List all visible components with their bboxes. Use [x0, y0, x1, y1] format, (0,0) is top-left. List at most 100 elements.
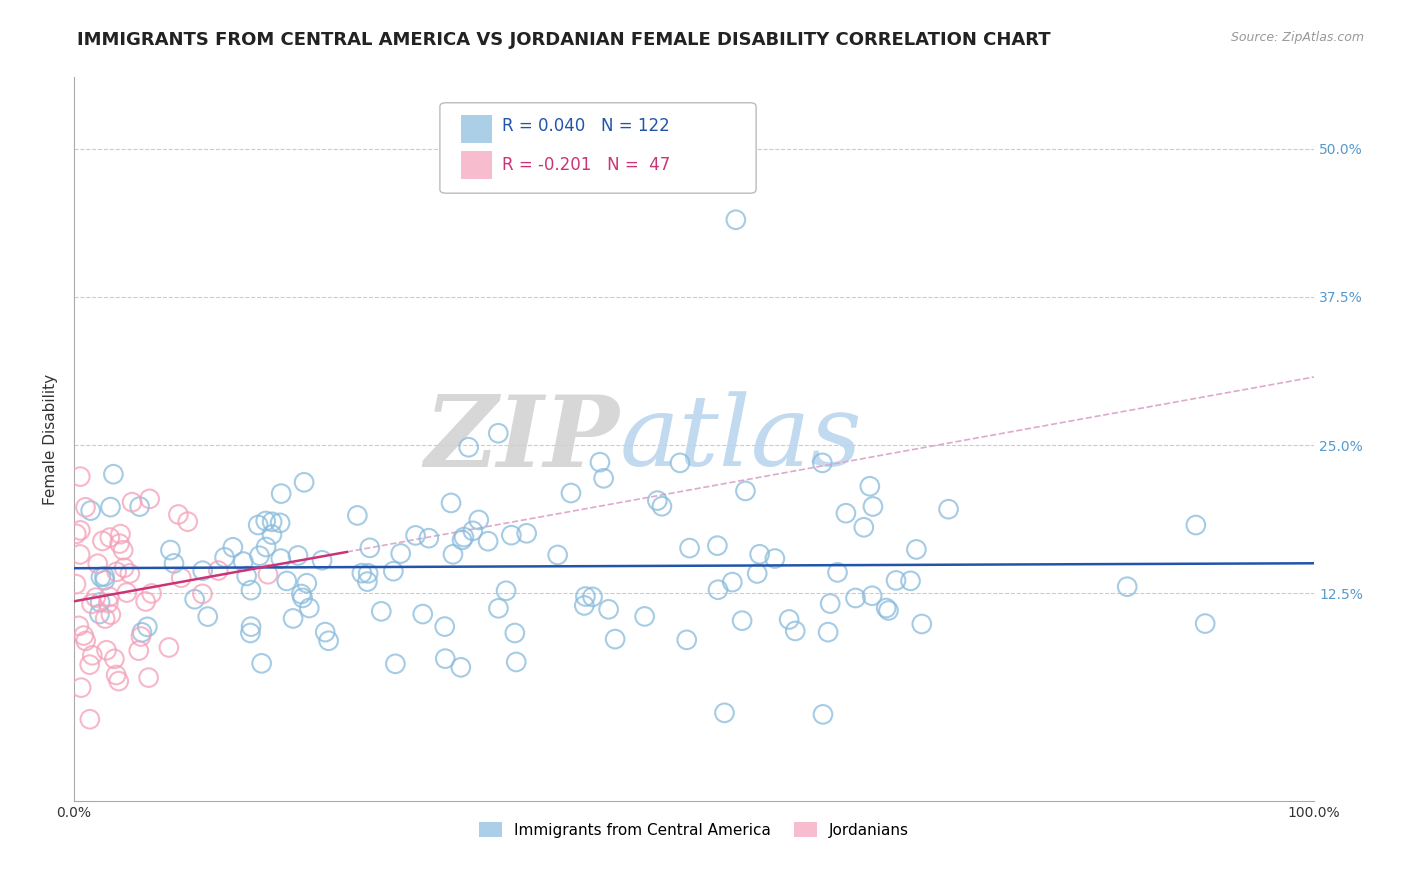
Point — [357, 566, 380, 581]
Point — [516, 526, 538, 541]
Point — [270, 551, 292, 566]
Point — [260, 527, 283, 541]
Point — [94, 611, 117, 625]
Point — [65, 577, 87, 591]
Point — [589, 455, 612, 469]
Point — [128, 643, 150, 657]
Point — [503, 626, 526, 640]
Text: atlas: atlas — [620, 392, 862, 487]
Point — [486, 426, 509, 441]
Point — [177, 515, 200, 529]
Point — [468, 513, 491, 527]
Point — [405, 528, 427, 542]
Point — [505, 655, 527, 669]
Point — [1116, 580, 1139, 594]
FancyBboxPatch shape — [440, 103, 756, 194]
Point — [574, 599, 596, 613]
Point — [581, 590, 603, 604]
Point — [314, 625, 336, 640]
Point — [418, 531, 440, 545]
Point — [457, 440, 479, 454]
Point — [763, 551, 786, 566]
Point — [70, 681, 93, 695]
Point — [79, 503, 101, 517]
Text: Source: ZipAtlas.com: Source: ZipAtlas.com — [1230, 31, 1364, 45]
Point — [731, 614, 754, 628]
Point — [724, 212, 747, 227]
Point — [86, 557, 108, 571]
Point — [276, 574, 298, 588]
Point — [884, 574, 907, 588]
Point — [183, 592, 205, 607]
Point — [107, 674, 129, 689]
Point — [598, 602, 620, 616]
Point — [477, 534, 499, 549]
Point — [382, 564, 405, 578]
Point — [214, 550, 236, 565]
Point — [281, 611, 304, 625]
Point — [250, 657, 273, 671]
Point — [350, 566, 373, 581]
Point — [121, 495, 143, 509]
Point — [159, 543, 181, 558]
Point — [254, 540, 277, 554]
Point — [240, 619, 263, 633]
Point — [817, 625, 839, 640]
Point — [785, 624, 807, 638]
Point — [269, 516, 291, 530]
Point — [292, 475, 315, 490]
Point — [105, 668, 128, 682]
Point — [1185, 518, 1208, 533]
Point — [370, 604, 392, 618]
Point — [706, 539, 728, 553]
Point — [112, 543, 135, 558]
Point — [112, 561, 135, 575]
Point — [191, 587, 214, 601]
Point — [844, 591, 866, 605]
Point — [651, 500, 673, 514]
Point — [669, 456, 692, 470]
Point — [778, 612, 800, 626]
Point — [136, 620, 159, 634]
Point — [811, 707, 834, 722]
Point — [69, 524, 91, 538]
Point — [98, 531, 121, 545]
Point — [191, 564, 214, 578]
Point — [103, 652, 125, 666]
Point — [453, 530, 475, 544]
Text: R = 0.040   N = 122: R = 0.040 N = 122 — [502, 117, 669, 135]
Point — [163, 557, 186, 571]
Point — [84, 591, 107, 605]
Point — [748, 547, 770, 561]
Point — [605, 632, 627, 646]
Point — [295, 576, 318, 591]
Point — [262, 515, 284, 529]
Point — [197, 609, 219, 624]
Point — [501, 528, 523, 542]
Point — [860, 589, 883, 603]
FancyBboxPatch shape — [461, 152, 492, 178]
Point — [859, 479, 882, 493]
Point — [170, 571, 193, 585]
Point — [79, 712, 101, 726]
Point — [131, 625, 153, 640]
Point — [433, 619, 456, 633]
Point — [488, 601, 510, 615]
Point — [69, 548, 91, 562]
Point — [495, 583, 517, 598]
Point — [97, 596, 120, 610]
Point — [82, 648, 104, 663]
Point — [547, 548, 569, 562]
Legend: Immigrants from Central America, Jordanians: Immigrants from Central America, Jordani… — [472, 815, 915, 844]
Point — [98, 590, 121, 604]
Text: ZIP: ZIP — [425, 391, 620, 487]
Point — [167, 508, 190, 522]
Point — [270, 486, 292, 500]
Point — [67, 619, 90, 633]
Point — [249, 549, 271, 563]
Point — [938, 502, 960, 516]
Point — [135, 594, 157, 608]
Point — [96, 643, 118, 657]
Point — [713, 706, 735, 720]
Text: IMMIGRANTS FROM CENTRAL AMERICA VS JORDANIAN FEMALE DISABILITY CORRELATION CHART: IMMIGRANTS FROM CENTRAL AMERICA VS JORDA… — [77, 31, 1050, 49]
